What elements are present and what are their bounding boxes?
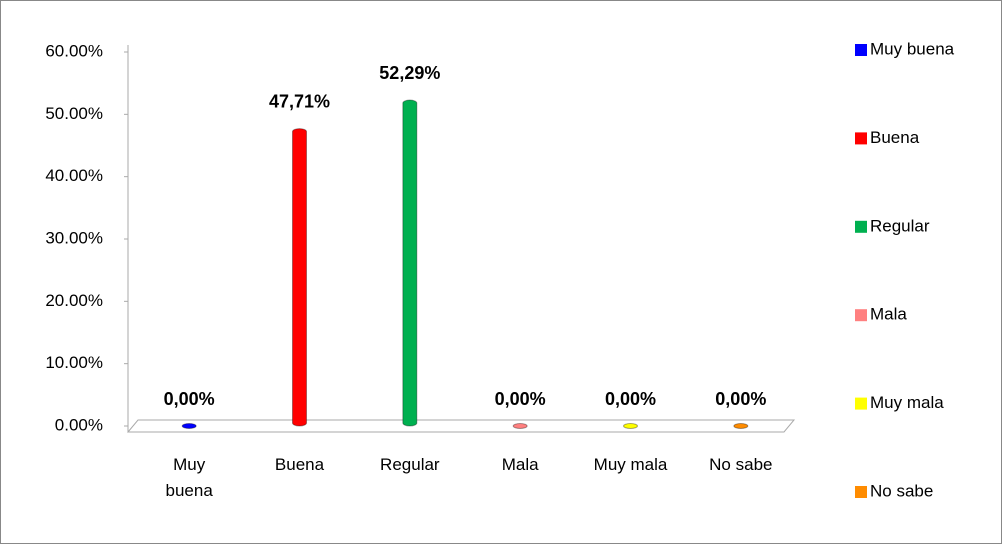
x-tick-label: Mala [501, 455, 539, 474]
bar [181, 423, 197, 429]
legend-swatch [855, 309, 867, 322]
y-tick-label: 50.00% [45, 104, 103, 123]
value-label: 0,00% [495, 389, 546, 409]
legend-label: Muy mala [870, 393, 944, 412]
floor [126, 419, 796, 433]
y-tick-label: 20.00% [45, 291, 103, 310]
value-label: 0,00% [605, 389, 656, 409]
bar [402, 99, 418, 427]
x-tick-label: Muy mala [593, 455, 668, 474]
y-tick-label: 60.00% [45, 41, 103, 60]
legend-swatch [855, 44, 867, 56]
legend-label: Regular [870, 216, 930, 235]
x-tick-label: Muy buena [165, 455, 213, 500]
value-label: 0,00% [715, 389, 766, 409]
legend-swatch [855, 397, 867, 410]
bar [292, 128, 307, 427]
legend-label: Muy buena [870, 39, 955, 58]
legend-label: Buena [870, 128, 920, 147]
value-label: 47,71% [269, 91, 330, 111]
bar [512, 423, 528, 429]
x-tick-label: Regular [380, 455, 440, 474]
legend-swatch [855, 220, 867, 233]
legend-label: No sabe [870, 481, 933, 500]
x-tick-label: No sabe [709, 455, 773, 474]
y-tick-label: 40.00% [45, 166, 103, 185]
y-tick-label: 30.00% [45, 228, 103, 247]
legend-label: Mala [870, 305, 907, 324]
y-tick-label: 0.00% [55, 415, 103, 434]
x-tick-label: Buena [274, 455, 325, 474]
value-label: 0,00% [164, 389, 215, 409]
value-label: 52,29% [379, 63, 440, 83]
bar [733, 423, 749, 429]
legend-swatch [855, 486, 867, 498]
bar [623, 423, 638, 429]
y-tick-label: 10.00% [45, 353, 103, 372]
legend-swatch [855, 132, 867, 145]
